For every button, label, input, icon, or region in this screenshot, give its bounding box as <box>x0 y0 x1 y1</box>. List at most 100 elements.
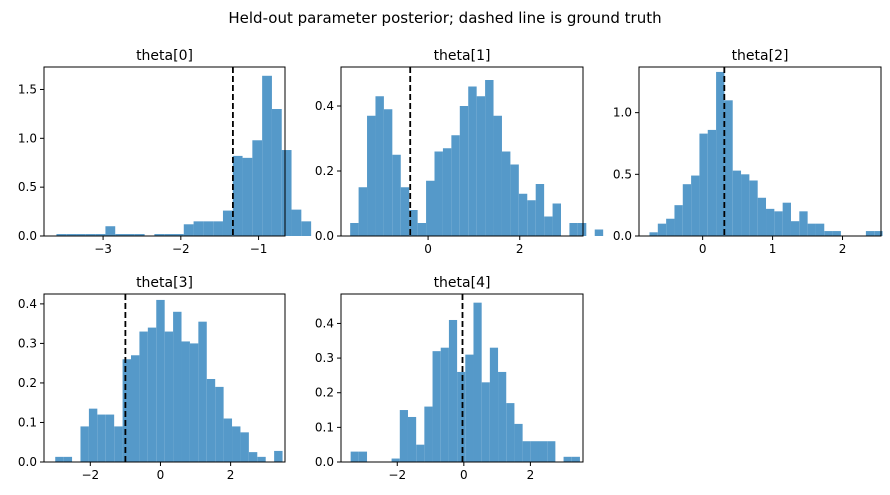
y-tick-label: 0.0 <box>315 455 334 469</box>
histogram-bar <box>468 86 477 236</box>
x-tick-label: 0 <box>699 242 707 256</box>
histogram-bar <box>248 452 258 462</box>
histogram-bar <box>832 231 841 236</box>
histogram-bar <box>493 115 502 236</box>
histogram-bar <box>485 80 494 236</box>
x-tick-label: −3 <box>94 242 112 256</box>
histogram-bar <box>674 205 683 236</box>
histogram-bar <box>807 223 816 236</box>
histogram-bar <box>400 187 410 236</box>
histogram-bar <box>799 211 808 236</box>
subplot-title: theta[0] <box>136 48 193 64</box>
histogram-bar <box>183 224 194 236</box>
histogram-bar <box>530 441 539 462</box>
histogram-bar <box>473 302 482 462</box>
histogram-bar <box>281 150 292 236</box>
x-tick-label: 2 <box>527 468 535 482</box>
histogram-bar <box>223 418 233 462</box>
x-tick-label: 2 <box>839 242 847 256</box>
histogram-bar <box>782 202 791 236</box>
histogram-bar <box>274 450 283 462</box>
histogram-bar <box>213 221 223 236</box>
histogram-bar <box>76 234 86 236</box>
histogram-bar <box>416 444 425 462</box>
histogram-bar <box>383 109 393 236</box>
histogram-bar <box>105 414 115 462</box>
histogram-bar <box>426 180 435 236</box>
histogram-bar <box>518 193 528 236</box>
histogram-bar <box>154 234 165 236</box>
histogram-bar <box>514 423 523 462</box>
histogram-bar <box>115 234 126 236</box>
histogram-bar <box>63 456 73 462</box>
histogram-bar <box>55 456 64 462</box>
histogram-bar <box>666 218 675 236</box>
histogram-bar <box>757 197 767 236</box>
histogram-bar <box>535 184 545 236</box>
histogram-bar <box>594 229 604 236</box>
x-tick-label: 0 <box>157 468 165 482</box>
subplot-0: −3 −2 −1 0.0 0.5 1.0 1.5 theta[0] <box>18 48 312 256</box>
y-tick-label: 0.4 <box>18 297 37 311</box>
y-tick-label: 0.5 <box>18 180 37 194</box>
histogram-bar <box>434 151 443 236</box>
histogram-bar <box>481 382 490 462</box>
histogram-bar <box>563 456 572 462</box>
histogram-bar <box>147 327 157 462</box>
histogram-bar <box>122 359 131 462</box>
y-tick-label: 0.1 <box>18 415 37 429</box>
histogram-bar <box>88 408 98 462</box>
histogram-bar <box>66 234 77 236</box>
y-tick-label: 0.3 <box>315 351 334 365</box>
histogram-bar <box>271 109 282 236</box>
histogram-bar <box>375 96 384 236</box>
subplot-title: theta[1] <box>434 48 491 64</box>
histogram-bar <box>134 234 145 236</box>
histogram-bar <box>476 96 486 236</box>
histogram-bar <box>164 331 174 462</box>
x-tick-label: −2 <box>172 242 190 256</box>
histogram-bar <box>716 71 725 237</box>
axes-frame <box>340 293 584 463</box>
y-tick-label: 0.5 <box>613 167 632 181</box>
y-tick-label: 0.4 <box>315 99 334 113</box>
histogram-bar <box>252 140 263 236</box>
histogram-bar <box>741 174 750 236</box>
histogram-bar <box>459 106 469 236</box>
y-tick-label: 0.2 <box>18 376 37 390</box>
histogram-bar <box>97 414 106 462</box>
histogram-bar <box>417 223 427 236</box>
y-tick-label: 0.3 <box>18 336 37 350</box>
histogram-bar <box>547 441 556 462</box>
y-tick-label: 0.2 <box>315 164 334 178</box>
histogram-bar <box>139 331 148 462</box>
histogram-bar <box>732 170 742 236</box>
y-tick-label: 0.1 <box>315 420 334 434</box>
histogram-bar <box>392 154 401 236</box>
histogram-bar <box>131 355 140 462</box>
subplot-4: −2 0 2 0.0 0.1 0.2 0.3 0.4 theta[4] <box>315 275 584 482</box>
subplot-3: −2 0 2 0.0 0.1 0.2 0.3 0.4 theta[3] <box>18 275 286 482</box>
histogram-bar <box>824 231 833 236</box>
histogram-bar <box>457 371 466 462</box>
x-tick-label: 2 <box>227 468 235 482</box>
subplot-grid: −3 −2 −1 0.0 0.5 1.0 1.5 theta[0] 0 2 0.0 0.2 0.4 the… <box>18 48 883 482</box>
histogram-bar <box>232 426 241 462</box>
histogram-bar <box>865 231 875 236</box>
histogram-bar <box>80 426 89 462</box>
histogram-bar <box>569 223 578 236</box>
subplot-2: 0 1 2 0.0 0.5 1.0 theta[2] <box>613 48 883 256</box>
y-tick-label: 0.0 <box>613 229 632 243</box>
histogram-bar <box>699 133 708 236</box>
subplot-title: theta[3] <box>136 275 193 291</box>
y-tick-label: 0.0 <box>18 229 37 243</box>
histogram-bar <box>465 354 474 462</box>
histogram-bar <box>198 321 207 462</box>
histogram-bar <box>262 75 272 236</box>
subplot-title: theta[4] <box>434 275 491 291</box>
histogram-bar <box>451 135 460 236</box>
histogram-bar <box>206 378 216 462</box>
histogram-bar <box>815 223 825 236</box>
histogram-bar <box>707 129 717 236</box>
histogram-bar <box>432 351 441 462</box>
